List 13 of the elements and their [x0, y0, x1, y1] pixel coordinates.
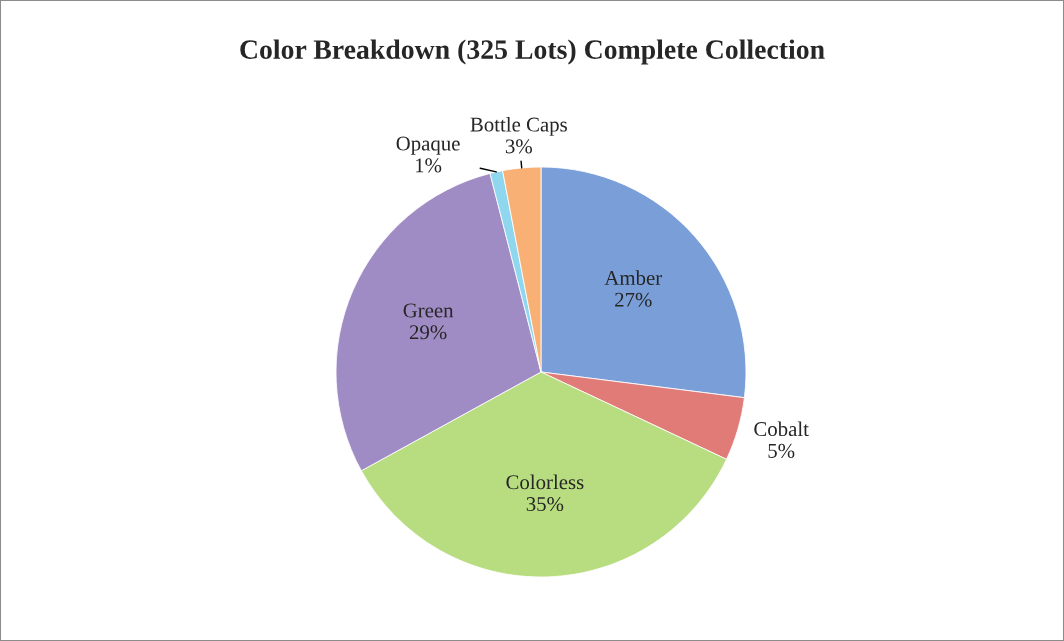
slice-label: Cobalt	[754, 421, 809, 437]
data-label: 3%	[505, 139, 532, 154]
data-label: 29%	[409, 325, 447, 340]
chart-title: Color Breakdown (325 Lots) Complete Collection	[240, 39, 825, 65]
slice-label: Amber	[604, 270, 663, 285]
data-label: 35%	[526, 496, 564, 512]
slice-label: Colorless	[506, 474, 584, 490]
slice-label: Opaque	[396, 136, 460, 155]
data-label: 5%	[768, 443, 795, 458]
data-label: 1%	[416, 158, 442, 173]
slice-label: Green	[403, 303, 454, 318]
data-label: 27%	[615, 292, 652, 307]
slice-label: Bottle Caps	[470, 116, 567, 136]
